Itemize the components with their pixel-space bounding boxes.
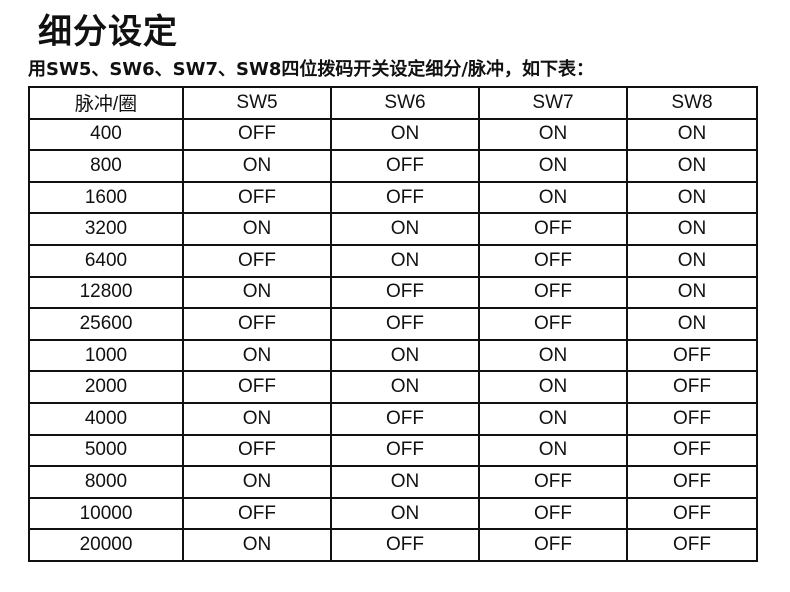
switch-state-cell: OFF	[478, 307, 628, 341]
switch-state-cell: OFF	[478, 275, 628, 310]
switch-state-cell: OFF	[182, 180, 332, 215]
table-row: 12800 ON OFF OFF ON	[28, 275, 758, 310]
switch-state-cell: OFF	[626, 338, 758, 373]
table-row: 800 ON OFF ON ON	[28, 149, 758, 183]
switch-state-cell: ON	[182, 401, 332, 436]
microstep-table: 脉冲/圈 SW5 SW6 SW7 SW8 400 OFF ON ON ON 800 ON OFF ON O…	[28, 86, 758, 562]
switch-state-cell: ON	[626, 275, 758, 310]
pulse-cell: 800	[28, 149, 184, 183]
switch-state-cell: ON	[478, 180, 628, 215]
switch-state-cell: OFF	[182, 117, 332, 152]
switch-state-cell: OFF	[626, 433, 758, 468]
switch-state-cell: OFF	[626, 401, 758, 436]
switch-state-cell: OFF	[478, 243, 628, 278]
pulse-cell: 12800	[28, 275, 184, 310]
switch-state-cell: ON	[478, 401, 628, 436]
pulse-cell: 4000	[28, 401, 184, 436]
pulse-cell: 2000	[28, 370, 184, 404]
table-row: 3200 ON ON OFF ON	[28, 212, 758, 246]
pulse-cell: 25600	[28, 307, 184, 341]
table-row: 4000 ON OFF ON OFF	[28, 401, 758, 436]
switch-state-cell: OFF	[182, 243, 332, 278]
switch-state-cell: OFF	[478, 528, 628, 562]
column-header: SW5	[182, 86, 332, 120]
column-header: SW7	[478, 86, 628, 120]
switch-state-cell: OFF	[478, 212, 628, 246]
switch-state-cell: OFF	[182, 370, 332, 404]
switch-state-cell: ON	[182, 528, 332, 562]
switch-state-cell: OFF	[626, 465, 758, 499]
pulse-cell: 1600	[28, 180, 184, 215]
switch-state-cell: OFF	[182, 433, 332, 468]
switch-state-cell: ON	[478, 149, 628, 183]
switch-state-cell: OFF	[330, 275, 480, 310]
switch-state-cell: OFF	[330, 433, 480, 468]
table-row: 6400 OFF ON OFF ON	[28, 243, 758, 278]
table-row: 400 OFF ON ON ON	[28, 117, 758, 152]
table-row: 5000 OFF OFF ON OFF	[28, 433, 758, 468]
subtitle: 用SW5、SW6、SW7、SW8四位拨码开关设定细分/脉冲，如下表：	[28, 59, 594, 80]
switch-state-cell: ON	[330, 338, 480, 373]
switch-state-cell: OFF	[330, 307, 480, 341]
page-title: 细分设定	[38, 12, 178, 52]
switch-state-cell: ON	[182, 465, 332, 499]
table-row: 20000 ON OFF OFF OFF	[28, 528, 758, 562]
switch-state-cell: ON	[182, 149, 332, 183]
switch-state-cell: ON	[330, 117, 480, 152]
switch-state-cell: OFF	[330, 149, 480, 183]
pulse-cell: 6400	[28, 243, 184, 278]
switch-state-cell: OFF	[330, 401, 480, 436]
switch-state-cell: ON	[330, 212, 480, 246]
table-header-row: 脉冲/圈 SW5 SW6 SW7 SW8	[28, 86, 758, 120]
switch-state-cell: ON	[626, 117, 758, 152]
switch-state-cell: OFF	[626, 528, 758, 562]
switch-state-cell: OFF	[182, 307, 332, 341]
switch-state-cell: OFF	[626, 370, 758, 404]
pulse-cell: 400	[28, 117, 184, 152]
pulse-cell: 8000	[28, 465, 184, 499]
column-header: SW6	[330, 86, 480, 120]
switch-state-cell: OFF	[478, 465, 628, 499]
switch-state-cell: OFF	[626, 496, 758, 531]
switch-state-cell: ON	[478, 433, 628, 468]
switch-state-cell: ON	[626, 243, 758, 278]
pulse-cell: 20000	[28, 528, 184, 562]
table-row: 25600 OFF OFF OFF ON	[28, 307, 758, 341]
pulse-cell: 5000	[28, 433, 184, 468]
switch-state-cell: ON	[626, 307, 758, 341]
table-row: 10000 OFF ON OFF OFF	[28, 496, 758, 531]
switch-state-cell: ON	[626, 180, 758, 215]
pulse-cell: 3200	[28, 212, 184, 246]
switch-state-cell: OFF	[478, 496, 628, 531]
switch-state-cell: ON	[182, 338, 332, 373]
switch-state-cell: ON	[626, 212, 758, 246]
switch-state-cell: OFF	[182, 496, 332, 531]
table-row: 8000 ON ON OFF OFF	[28, 465, 758, 499]
table-row: 1600 OFF OFF ON ON	[28, 180, 758, 215]
switch-state-cell: ON	[478, 338, 628, 373]
column-header: SW8	[626, 86, 758, 120]
pulse-cell: 10000	[28, 496, 184, 531]
switch-state-cell: ON	[330, 496, 480, 531]
table-row: 2000 OFF ON ON OFF	[28, 370, 758, 404]
table-row: 1000 ON ON ON OFF	[28, 338, 758, 373]
switch-state-cell: ON	[182, 275, 332, 310]
switch-state-cell: ON	[330, 243, 480, 278]
switch-state-cell: ON	[626, 149, 758, 183]
pulse-cell: 1000	[28, 338, 184, 373]
switch-state-cell: ON	[330, 465, 480, 499]
switch-state-cell: OFF	[330, 528, 480, 562]
switch-state-cell: OFF	[330, 180, 480, 215]
switch-state-cell: ON	[478, 370, 628, 404]
column-header: 脉冲/圈	[28, 86, 184, 120]
switch-state-cell: ON	[330, 370, 480, 404]
switch-state-cell: ON	[182, 212, 332, 246]
switch-state-cell: ON	[478, 117, 628, 152]
